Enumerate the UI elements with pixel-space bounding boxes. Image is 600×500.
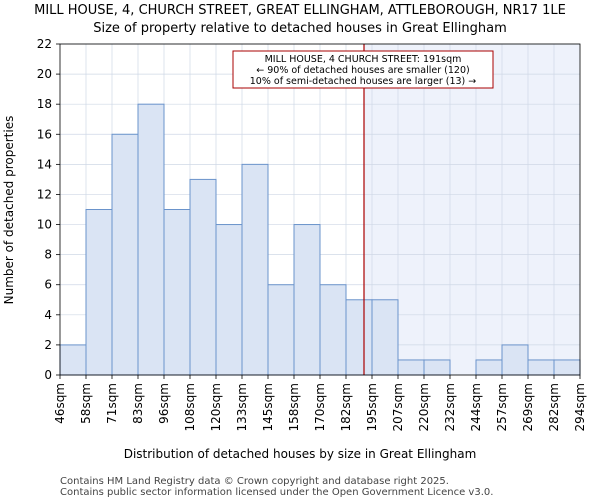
- y-tick-label: 2: [44, 338, 52, 352]
- x-tick-label: 158sqm: [287, 383, 301, 431]
- bar-145sqm: [267, 284, 295, 376]
- bar-257sqm: [501, 344, 529, 376]
- x-tick-label: 170sqm: [313, 383, 327, 431]
- y-tick-label: 0: [44, 368, 52, 382]
- bar-108sqm: [189, 178, 217, 376]
- y-tick-label: 12: [37, 187, 52, 201]
- bar-182sqm: [345, 299, 373, 376]
- bar-269sqm: [527, 359, 555, 376]
- y-tick-label: 20: [37, 67, 52, 81]
- x-tick-label: 269sqm: [521, 383, 535, 431]
- x-tick-label: 182sqm: [339, 383, 353, 431]
- x-tick-label: 108sqm: [183, 383, 197, 431]
- bar-58sqm: [85, 209, 113, 376]
- x-axis-ticks: 46sqm 58sqm 71sqm 83sqm 96sqm 108sqm 120sqm 133…: [53, 375, 587, 431]
- x-tick-label: 232sqm: [443, 383, 457, 431]
- x-tick-label: 120sqm: [209, 383, 223, 431]
- y-tick-label: 22: [37, 37, 52, 51]
- bar-133sqm: [241, 163, 269, 376]
- x-tick-label: 207sqm: [391, 383, 405, 431]
- x-tick-label: 145sqm: [261, 383, 275, 431]
- y-tick-label: 4: [44, 308, 52, 322]
- y-tick-label: 6: [44, 278, 52, 292]
- x-tick-label: 195sqm: [365, 383, 379, 431]
- x-tick-label: 96sqm: [157, 383, 171, 424]
- annotation-box: MILL HOUSE, 4 CHURCH STREET: 191sqm ← 90…: [232, 50, 494, 89]
- x-tick-label: 71sqm: [105, 383, 119, 424]
- x-tick-label: 83sqm: [131, 383, 145, 424]
- x-tick-label: 46sqm: [53, 383, 67, 424]
- x-axis-label: Distribution of detached houses by size …: [124, 447, 477, 461]
- bar-71sqm: [111, 133, 139, 376]
- larger-region-shading: [364, 44, 580, 375]
- bar-220sqm: [423, 359, 451, 376]
- x-tick-label: 244sqm: [469, 383, 483, 431]
- x-tick-label: 282sqm: [547, 383, 561, 431]
- y-axis-ticks: 0 2 4 6 8 10 12 14 16 18 20 22: [37, 37, 60, 382]
- y-tick-label: 14: [37, 157, 52, 171]
- bar-158sqm: [293, 224, 321, 376]
- bar-46sqm: [59, 344, 87, 376]
- footer-line-1: Contains HM Land Registry data © Crown c…: [60, 476, 449, 487]
- chart-subtitle: Size of property relative to detached ho…: [93, 21, 507, 36]
- footer-line-2: Contains public sector information licen…: [60, 487, 493, 498]
- annotation-line-2: ← 90% of detached houses are smaller (12…: [256, 65, 469, 76]
- y-tick-label: 10: [37, 218, 52, 232]
- y-axis-label: Number of detached properties: [2, 116, 16, 305]
- x-tick-label: 257sqm: [495, 383, 509, 431]
- y-tick-label: 18: [37, 97, 52, 111]
- annotation-frame: [232, 50, 494, 89]
- bar-282sqm: [553, 359, 581, 376]
- x-tick-label: 133sqm: [235, 383, 249, 431]
- bar-96sqm: [163, 209, 191, 376]
- bars: [59, 103, 581, 376]
- bar-207sqm: [397, 359, 425, 376]
- annotation-line-1: MILL HOUSE, 4 CHURCH STREET: 191sqm: [265, 54, 462, 65]
- bar-83sqm: [137, 103, 165, 376]
- bar-195sqm: [371, 299, 399, 376]
- x-tick-label: 294sqm: [573, 383, 587, 431]
- y-tick-label: 8: [44, 248, 52, 262]
- x-tick-label: 220sqm: [417, 383, 431, 431]
- chart-title: MILL HOUSE, 4, CHURCH STREET, GREAT ELLI…: [34, 3, 566, 18]
- bar-170sqm: [319, 284, 347, 376]
- x-tick-label: 58sqm: [79, 383, 93, 424]
- annotation-line-3: 10% of semi-detached houses are larger (…: [250, 76, 477, 87]
- bar-244sqm: [475, 359, 503, 376]
- bar-120sqm: [215, 224, 243, 376]
- y-tick-label: 16: [37, 127, 52, 141]
